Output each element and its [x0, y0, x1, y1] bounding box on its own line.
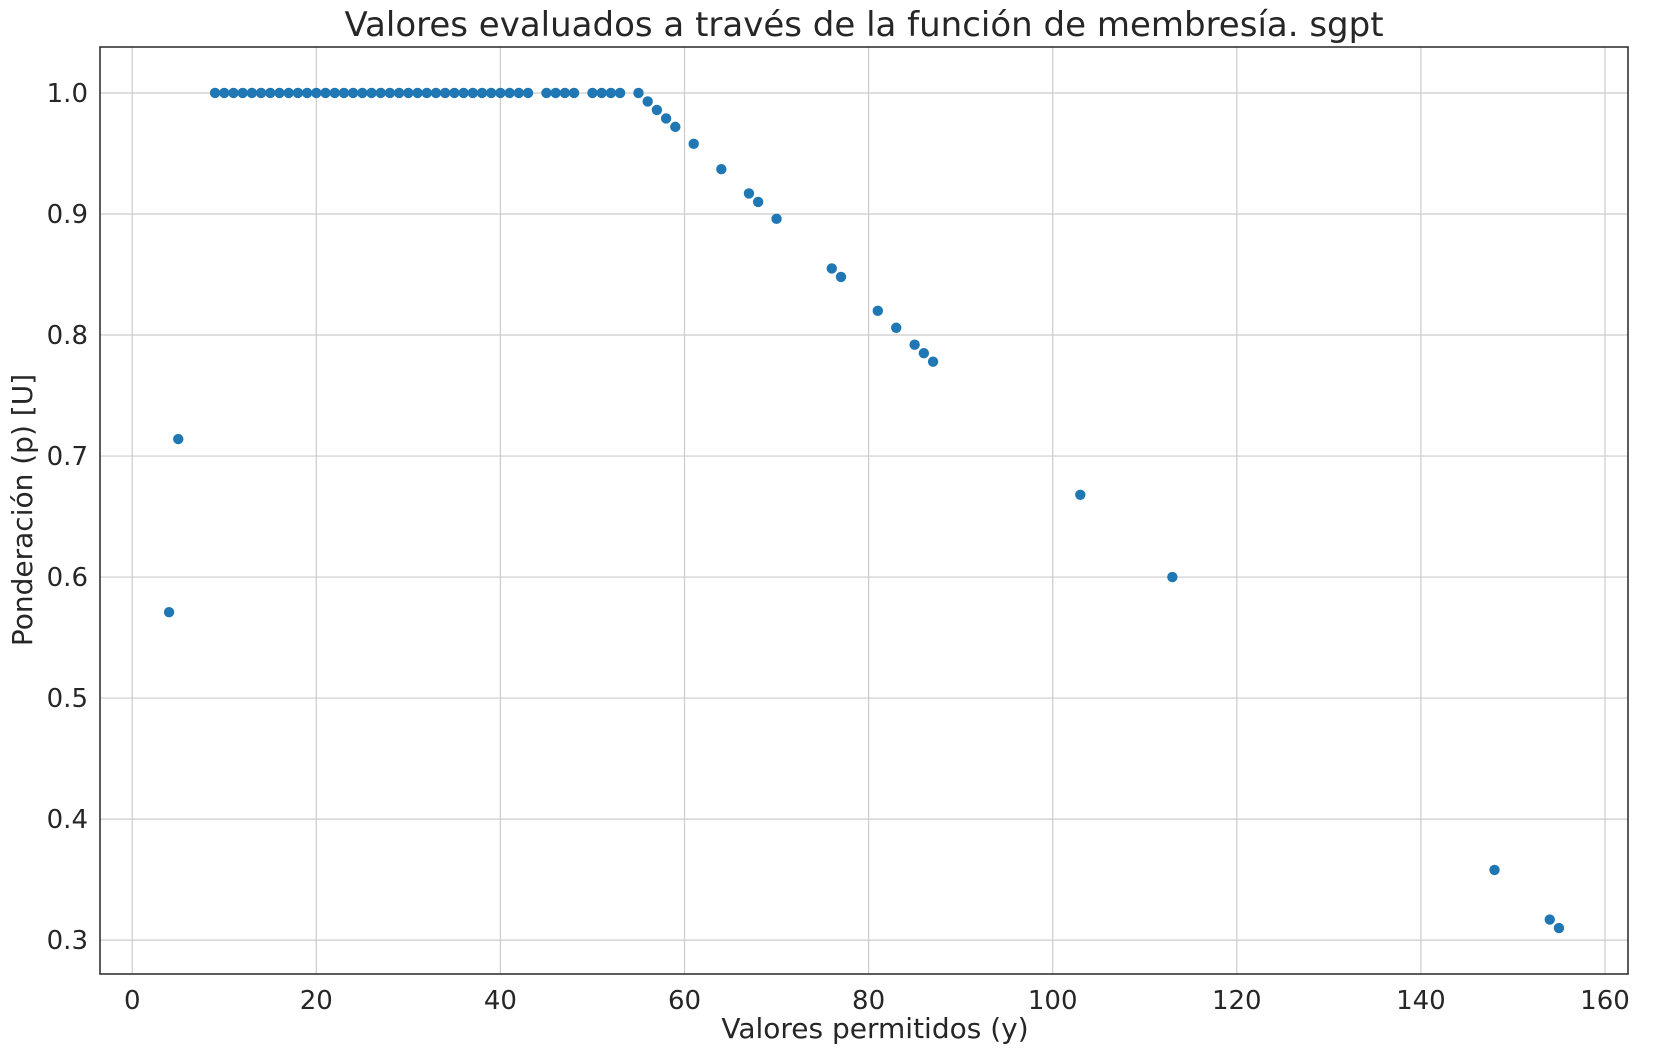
data-point — [688, 138, 699, 150]
data-point — [375, 87, 386, 99]
data-point — [329, 87, 340, 99]
data-point — [504, 87, 515, 99]
data-point — [918, 347, 930, 359]
x-axis-label: Valores permitidos (y) — [721, 1012, 1028, 1045]
data-point — [743, 188, 755, 199]
data-point — [513, 87, 525, 99]
data-point — [283, 87, 294, 99]
plot-frame — [99, 46, 1629, 975]
x-tick-label: 140 — [1396, 986, 1446, 1016]
data-point — [1553, 922, 1565, 934]
data-point — [458, 87, 469, 99]
data-points — [163, 87, 1565, 934]
data-point — [219, 87, 230, 99]
data-point — [301, 87, 313, 99]
x-tick-labels: 0 20 40 60 80 100 120 140 160 — [124, 986, 1630, 1016]
x-tick-label: 120 — [1212, 986, 1262, 1016]
data-point — [559, 87, 571, 99]
data-point — [1544, 914, 1555, 925]
data-point — [173, 433, 184, 445]
y-tick-label: 0.7 — [47, 442, 88, 472]
data-point — [670, 121, 681, 133]
data-point — [541, 87, 552, 99]
y-tick-label: 0.8 — [47, 321, 88, 351]
x-tick-label: 0 — [124, 986, 141, 1016]
data-point — [550, 87, 561, 99]
y-axis-label: Ponderación (p) [U] — [6, 374, 39, 646]
data-point — [476, 87, 488, 99]
data-point — [430, 87, 442, 99]
data-point — [486, 87, 497, 99]
data-point — [439, 87, 451, 99]
data-point — [338, 87, 350, 99]
data-point — [384, 87, 396, 99]
data-point — [872, 305, 884, 317]
data-point — [835, 271, 847, 283]
data-point — [311, 87, 322, 99]
data-point — [237, 87, 248, 99]
x-tick-label: 100 — [1028, 986, 1078, 1016]
y-tick-label: 1.0 — [47, 79, 88, 109]
data-point — [357, 87, 368, 99]
data-point — [1167, 571, 1178, 583]
data-point — [633, 87, 644, 99]
data-point — [163, 606, 175, 618]
y-tick-label: 0.9 — [47, 200, 88, 230]
data-point — [568, 87, 580, 99]
data-point — [752, 196, 764, 208]
data-point — [909, 339, 920, 350]
x-tick-label: 60 — [668, 986, 701, 1016]
y-tick-label: 0.4 — [47, 805, 88, 835]
data-point — [412, 87, 423, 99]
data-point — [716, 164, 727, 175]
data-point — [522, 87, 534, 99]
x-tick-label: 160 — [1580, 986, 1630, 1016]
data-point — [927, 356, 939, 367]
data-point — [246, 87, 258, 99]
data-point — [255, 87, 267, 99]
data-point — [596, 87, 607, 99]
data-point — [826, 263, 837, 274]
x-tick-label: 20 — [300, 986, 333, 1016]
data-point — [467, 87, 478, 99]
data-point — [587, 87, 598, 99]
y-tick-label: 0.6 — [47, 563, 88, 593]
data-point — [209, 87, 221, 99]
data-point — [320, 87, 331, 99]
data-point — [614, 87, 626, 99]
data-point — [292, 87, 304, 99]
data-point — [366, 87, 377, 99]
data-point — [771, 213, 782, 225]
grid — [100, 47, 1628, 974]
data-point — [347, 87, 359, 99]
data-point — [449, 87, 460, 99]
x-tick-label: 40 — [484, 986, 517, 1016]
data-point — [265, 87, 276, 99]
data-point — [1489, 864, 1500, 876]
data-point — [651, 104, 663, 116]
data-point — [660, 113, 672, 124]
data-point — [403, 87, 414, 99]
y-tick-label: 0.5 — [47, 684, 88, 714]
data-point — [1075, 489, 1086, 500]
chart-title: Valores evaluados a través de la función… — [344, 5, 1383, 45]
y-tick-label: 0.3 — [47, 926, 88, 956]
data-point — [421, 87, 432, 99]
data-point — [891, 322, 902, 333]
y-tick-labels: 0.3 0.4 0.5 0.6 0.7 0.8 0.9 1.0 — [47, 79, 88, 956]
data-point — [495, 87, 506, 99]
data-point — [393, 87, 405, 99]
data-point — [274, 87, 285, 99]
x-tick-label: 80 — [852, 986, 885, 1016]
data-point — [642, 96, 653, 107]
data-point — [605, 87, 617, 99]
data-point — [228, 87, 239, 99]
